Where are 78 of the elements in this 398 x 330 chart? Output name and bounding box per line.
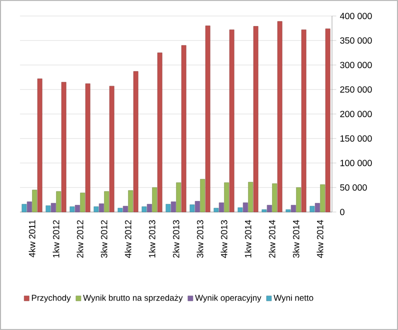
x-tick-label: 1kw 2013 <box>148 220 156 258</box>
x-tick-label: 3kw 2013 <box>196 220 204 258</box>
bar <box>170 202 176 212</box>
x-tick-label: 1kw 2014 <box>244 220 252 258</box>
bar <box>50 203 56 212</box>
y-tick-label: 400 000 <box>340 12 372 20</box>
bar <box>118 208 123 212</box>
bar <box>248 182 254 212</box>
bar <box>74 204 80 212</box>
bar <box>229 30 234 212</box>
bar <box>146 204 152 212</box>
x-tick-label: 3kw 2012 <box>100 220 108 258</box>
y-tick-label: 300 000 <box>340 62 372 68</box>
bar <box>152 187 158 212</box>
y-tick-label: 0 <box>340 208 344 216</box>
bar <box>142 206 147 212</box>
y-tick-label: 50 000 <box>340 184 367 191</box>
bar <box>94 206 99 212</box>
x-tick-label: 4kw 2012 <box>124 220 132 258</box>
bar <box>224 182 230 212</box>
bar <box>296 187 302 212</box>
bar <box>46 205 51 212</box>
bar <box>277 21 282 212</box>
y-tick-label: 250 000 <box>340 86 372 93</box>
bar <box>190 204 195 212</box>
bar <box>22 204 27 212</box>
bar <box>325 28 330 212</box>
y-tick-label: 350 000 <box>340 37 372 44</box>
x-tick-label: 2kw 2013 <box>172 220 180 258</box>
x-tick-label: 4kw 2011 <box>28 220 36 258</box>
bar <box>238 207 243 212</box>
bar <box>98 204 104 212</box>
bar <box>214 208 219 212</box>
bar <box>109 86 114 212</box>
bar <box>80 192 86 212</box>
bar <box>272 183 278 212</box>
bar <box>128 190 134 212</box>
x-tick-label: 3kw 2014 <box>292 220 300 258</box>
bar <box>262 209 267 212</box>
x-tick-label: 4kw 2014 <box>316 220 324 258</box>
y-tick-label: 100 000 <box>340 160 372 166</box>
bar <box>242 202 248 212</box>
bar <box>194 201 200 212</box>
legend-label: Wyni netto <box>274 294 314 302</box>
bar <box>56 191 62 212</box>
bar <box>205 26 210 212</box>
bar <box>104 191 110 212</box>
bar <box>290 204 296 212</box>
x-tick-label: 4kw 2013 <box>220 220 228 258</box>
y-tick-label: 150 000 <box>340 135 372 142</box>
x-tick-label: 2kw 2014 <box>268 220 276 258</box>
x-tick-label: 2kw 2012 <box>76 220 84 258</box>
bar <box>166 204 171 212</box>
bar <box>301 30 306 212</box>
bar <box>320 184 326 212</box>
bar <box>310 206 315 212</box>
legend-label: Przychody <box>32 294 71 302</box>
legend-label: Wynik operacyjny <box>195 294 262 302</box>
bar <box>133 71 138 212</box>
bar <box>157 52 162 212</box>
bar <box>176 182 182 212</box>
bar <box>314 203 320 212</box>
bar <box>286 209 291 212</box>
x-tick-label: 1kw 2012 <box>52 220 60 258</box>
bar <box>253 26 258 212</box>
legend-label: Wynik brutto na sprzedaży <box>83 294 183 302</box>
bar <box>37 78 42 212</box>
bar <box>70 206 75 212</box>
bar <box>26 202 32 212</box>
bar <box>200 179 206 212</box>
bar <box>218 202 224 212</box>
y-tick-label: 200 000 <box>340 110 372 118</box>
bar <box>181 45 186 212</box>
bar <box>32 190 38 212</box>
bar <box>122 206 128 212</box>
bar <box>266 204 272 212</box>
bar <box>85 83 90 212</box>
bar <box>61 82 66 212</box>
